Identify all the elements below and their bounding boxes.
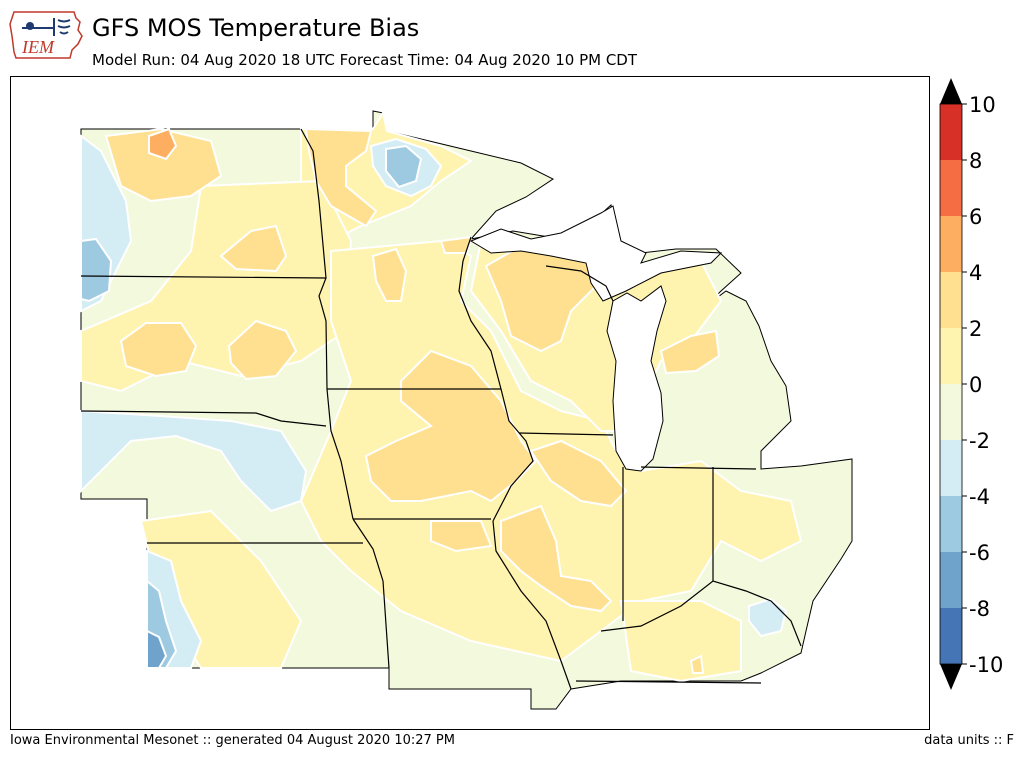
- border-il-mo: [492, 520, 572, 690]
- colorbar-tick-label: -10: [969, 653, 1003, 677]
- great-lakes: [469, 205, 723, 472]
- iem-logo: IEM: [8, 6, 84, 60]
- border-ia-west: [326, 388, 354, 520]
- colorbar-tick-label: -4: [969, 485, 990, 509]
- map-panel: [10, 76, 930, 730]
- colorbar-bins: [940, 104, 962, 664]
- colorbar-bin: [940, 328, 962, 384]
- units-text: data units :: F: [924, 733, 1014, 748]
- state-borders: [80, 128, 802, 690]
- lake-superior: [469, 205, 723, 302]
- page-subtitle: Model Run: 04 Aug 2020 18 UTC Forecast T…: [92, 51, 638, 69]
- colorbar-bin: [940, 216, 962, 272]
- border-mn-west: [300, 128, 328, 390]
- lake-michigan: [606, 285, 667, 472]
- colorbar-bin: [940, 552, 962, 608]
- border-ohio-river: [600, 580, 802, 647]
- colorbar-ticks: 10 8 6 4 2 0 -2 -4 -6 -8 -10: [962, 93, 1003, 677]
- colorbar-tick-label: -6: [969, 541, 990, 565]
- bias-map: [80, 110, 853, 710]
- colorbar-tick-label: 2: [969, 317, 982, 341]
- colorbar-bin: [940, 272, 962, 328]
- colorbar-tick-label: -2: [969, 429, 990, 453]
- border-sd-ne: [80, 410, 327, 427]
- colorbar-under-arrow: [940, 664, 962, 690]
- colorbar-tick-label: 0: [969, 373, 982, 397]
- border-ky-tn: [575, 680, 762, 684]
- colorbar-over-arrow: [940, 78, 962, 104]
- colorbar-tick-label: 4: [969, 261, 982, 285]
- colorbar-tick-label: 10: [969, 93, 996, 117]
- colorbar: 10 8 6 4 2 0 -2 -4 -6 -8 -10: [932, 76, 1024, 696]
- page-title: GFS MOS Temperature Bias: [92, 14, 420, 42]
- border-nd-sd: [80, 275, 327, 279]
- weather-station-icon: [22, 18, 71, 36]
- colorbar-bin: [940, 440, 962, 496]
- border-mo-west: [352, 518, 390, 669]
- colorbar-bin: [940, 608, 962, 664]
- border-wi-mi: [545, 265, 614, 302]
- colorbar-bin: [940, 384, 962, 440]
- colorbar-bin: [940, 496, 962, 552]
- border-mn-wi: [458, 236, 502, 390]
- colorbar-tick-label: 8: [969, 149, 982, 173]
- border-wi-il: [518, 432, 614, 436]
- border-mi-south: [640, 466, 757, 470]
- logo-text: IEM: [21, 37, 55, 57]
- colorbar-tick-label: -8: [969, 597, 990, 621]
- bias-zone-4-6: [148, 127, 178, 161]
- colorbar-bin: [940, 160, 962, 216]
- bias-zone-neg6-neg8: [146, 629, 168, 669]
- colorbar-bin: [940, 104, 962, 160]
- border-ia-east: [492, 388, 534, 522]
- credit-text: Iowa Environmental Mesonet :: generated …: [10, 733, 455, 748]
- colorbar-svg: 10 8 6 4 2 0 -2 -4 -6 -8 -10: [939, 78, 1003, 690]
- colorbar-tick-label: 6: [969, 205, 982, 229]
